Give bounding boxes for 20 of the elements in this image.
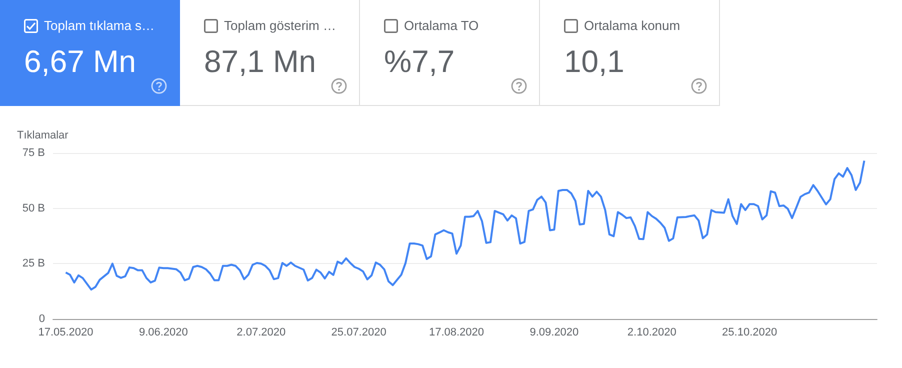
x-tick-label: 2.07.2020	[236, 326, 286, 338]
line-series	[64, 160, 866, 291]
y-tick-label: 50 B	[22, 202, 45, 214]
y-axis-title: Tıklamalar	[17, 130, 69, 142]
x-tick-label: 25.07.2020	[331, 326, 386, 338]
x-tick-label: 17.05.2020	[38, 326, 94, 338]
y-tick-label: 75 B	[22, 147, 45, 159]
text: 10,1	[564, 44, 624, 80]
text: Ortalama konum	[584, 18, 680, 33]
text: Toplam gösterim …	[224, 18, 336, 33]
x-tick-label: 2.10.2020	[627, 326, 676, 338]
x-tick-label: 17.08.2020	[428, 326, 484, 338]
x-tick-label: 9.06.2020	[138, 326, 188, 338]
y-tick-label: 0	[38, 313, 45, 325]
y-tick-label: 25 B	[22, 258, 45, 270]
x-tick-label: 9.09.2020	[530, 326, 579, 338]
text: Ortalama TO	[404, 18, 479, 33]
text: %7,7	[384, 44, 455, 80]
x-tick-label: 25.10.2020	[722, 326, 778, 338]
text: 87,1 Mn	[204, 44, 316, 80]
